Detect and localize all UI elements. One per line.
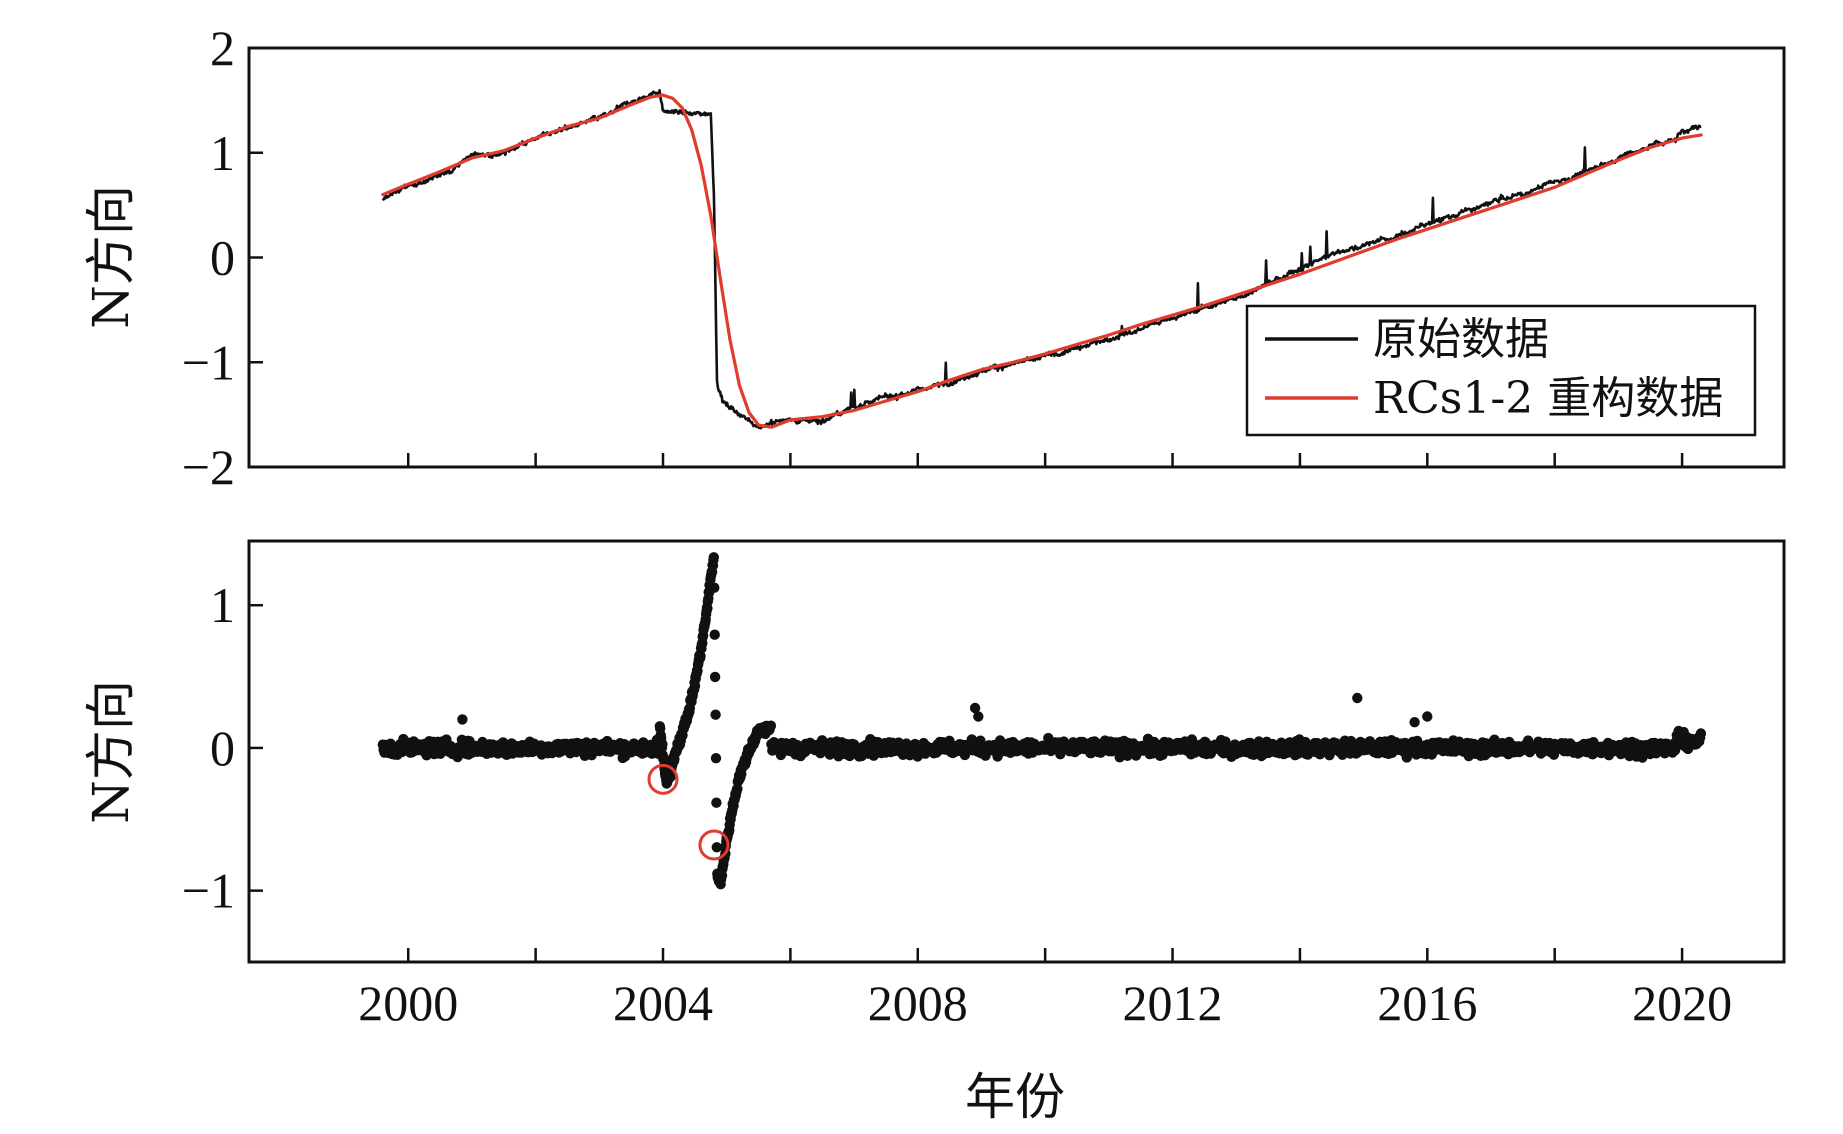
- bottom-ytick-label: 1: [210, 577, 235, 633]
- xtick-label: 2004: [613, 975, 713, 1031]
- scatter-point: [709, 629, 720, 640]
- xtick-label: 2020: [1632, 975, 1732, 1031]
- scatter-point: [709, 671, 721, 683]
- legend-label-reconstructed: RCs1-2 重构数据: [1373, 373, 1723, 424]
- bottom-ytick-label: 0: [210, 720, 235, 776]
- scatter-point: [969, 702, 981, 714]
- top-axes: 2 1 0 −1 −2: [182, 20, 1684, 495]
- scatter-point: [710, 709, 721, 720]
- bottom-plot-marks: [377, 552, 1707, 890]
- top-ylabel: N方向: [82, 185, 140, 329]
- annotation-circle: [698, 829, 730, 861]
- scatter-point: [711, 842, 722, 853]
- annotation-circle: [647, 763, 679, 795]
- top-plot-marks: [381, 89, 1703, 430]
- scatter-point: [709, 582, 720, 593]
- top-ytick-label: 2: [210, 20, 235, 76]
- bottom-ylabel: N方向: [82, 680, 140, 824]
- xtick-label: 2012: [1123, 975, 1223, 1031]
- top-ytick-label: 1: [210, 125, 235, 181]
- xtick-label: 2000: [358, 975, 458, 1031]
- scatter-point: [1422, 711, 1433, 722]
- series-line-reconstructed: [381, 93, 1703, 429]
- xtick-label: 2008: [868, 975, 968, 1031]
- scatter-point: [1695, 728, 1707, 739]
- scatter-point: [765, 720, 777, 731]
- bottom-axes: 1 0 −1 2000 2004 2008 2012 2016 2020: [182, 577, 1732, 1031]
- bottom-panel: 1 0 −1 2000 2004 2008 2012 2016 2020 N方向 年份: [82, 539, 1786, 1126]
- scatter-point: [1409, 717, 1420, 728]
- scatter-points: [377, 552, 1707, 890]
- legend: 原始数据 RCs1-2 重构数据: [1245, 304, 1757, 437]
- bottom-plot-frame: [247, 539, 1786, 964]
- legend-frame: [1245, 304, 1757, 437]
- xtick-label: 2016: [1377, 975, 1477, 1031]
- scatter-point: [711, 797, 722, 808]
- x-axis-title: 年份: [965, 1068, 1065, 1126]
- scatter-point: [665, 771, 676, 783]
- top-panel: 2 1 0 −1 −2 N方向 原始数据 RCs1-2 重构数据: [82, 20, 1786, 495]
- top-ytick-label: −1: [182, 334, 235, 390]
- scatter-point: [457, 714, 468, 725]
- scatter-point: [1352, 692, 1363, 704]
- scatter-point: [708, 552, 719, 563]
- top-ytick-label: −2: [182, 439, 235, 495]
- scatter-point: [657, 739, 668, 750]
- legend-label-original: 原始数据: [1373, 314, 1549, 365]
- bottom-ytick-label: −1: [182, 863, 235, 919]
- top-ytick-label: 0: [210, 230, 235, 286]
- scatter-point: [710, 753, 722, 764]
- scatter-point: [973, 711, 984, 722]
